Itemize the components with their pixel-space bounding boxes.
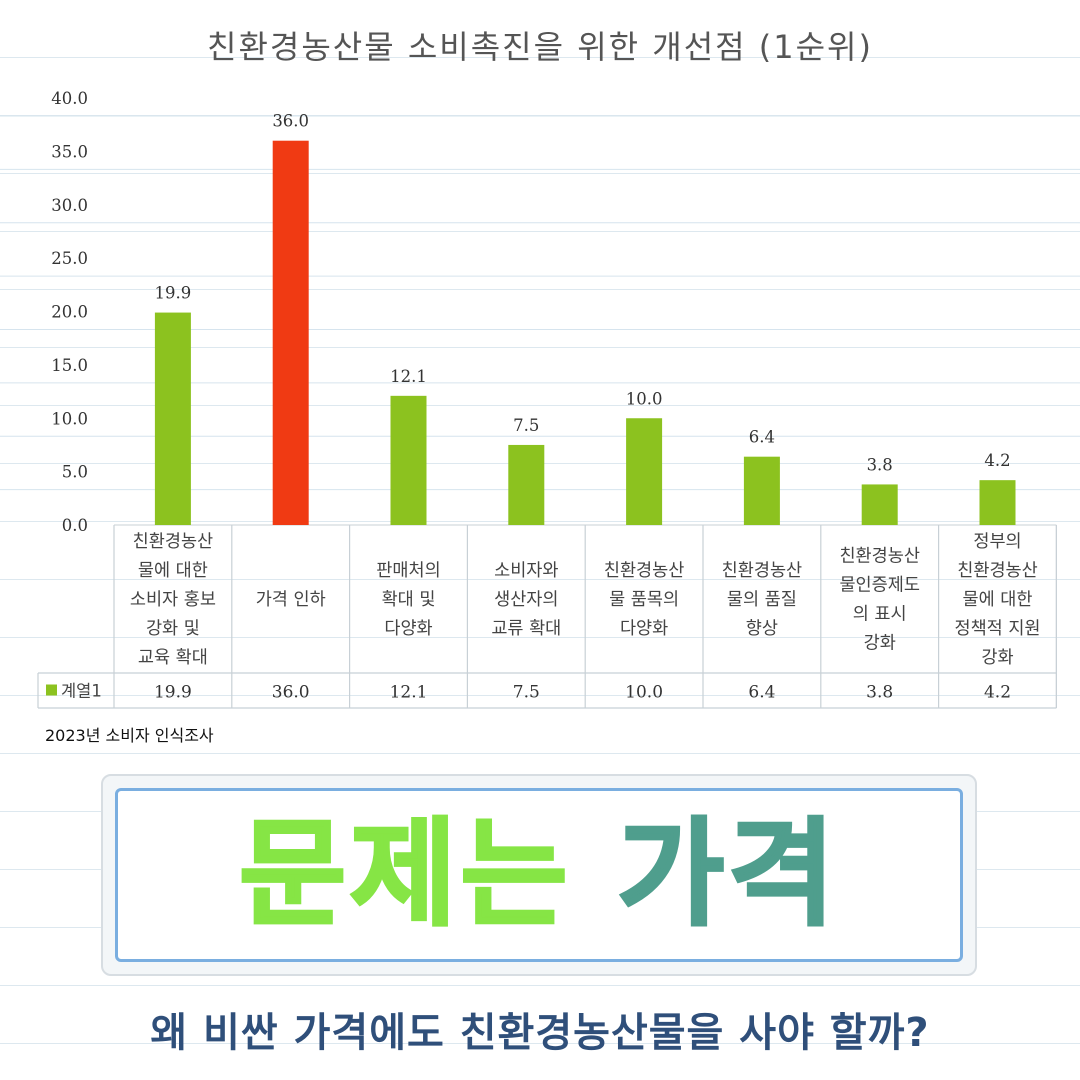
bar [154,312,191,525]
bar [979,480,1016,525]
category-label: 교육 확대 [138,648,208,668]
legend-key [46,684,57,696]
y-tick-label: 35.0 [51,142,88,161]
bar-value-label: 4.2 [984,451,1010,470]
category-label: 물인증제도 [839,576,920,596]
bar [272,140,309,525]
table-value: 3.8 [866,683,893,703]
category-label: 향상 [746,619,778,639]
table-value: 4.2 [984,683,1011,703]
category-label: 친환경농산 [133,532,214,552]
category-label: 강화 및 [146,619,200,639]
bar-value-label: 7.5 [513,416,539,435]
table-value: 19.9 [154,683,192,703]
headline-inner-frame: 문제는 가격 [115,788,963,962]
y-tick-label: 10.0 [51,409,88,428]
table-value: 10.0 [625,683,663,703]
category-label: 생산자의 [494,590,558,610]
bottom-question: 왜 비싼 가격에도 친환경농산물을 사야 할까? [150,1010,930,1056]
category-label: 친환경농산 [957,561,1038,581]
headline-word-problem: 문제는 [238,807,572,942]
legend-series-name: 계열1 [61,682,102,701]
category-label: 물에 대한 [138,561,208,581]
category-label: 물의 품질 [727,590,797,610]
headline-word-price: 가격 [616,807,839,942]
category-label: 소비자 홍보 [130,590,216,610]
y-tick-label: 15.0 [51,356,88,375]
category-label: 강화 [981,648,1013,668]
bar-value-label: 10.0 [626,389,663,408]
category-label: 정부의 [973,532,1021,552]
category-label: 소비자와 [494,561,558,581]
bar-value-label: 3.8 [867,455,893,474]
bar [743,456,780,525]
bar-value-label: 12.1 [390,367,427,386]
bar [508,444,545,525]
y-tick-label: 25.0 [51,249,88,268]
category-label: 가격 인하 [256,590,326,610]
table-value: 7.5 [513,683,540,703]
category-label: 다양화 [384,619,432,639]
bar [390,395,427,525]
category-label: 확대 및 [382,590,436,610]
chart-title: 친환경농산물 소비촉진을 위한 개선점 (1순위) [207,28,873,66]
category-label: 친환경농산 [604,561,685,581]
table-value: 36.0 [272,683,310,703]
bar-value-label: 19.9 [155,284,192,303]
category-label: 다양화 [620,619,668,639]
source-note: 2023년 소비자 인식조사 [45,726,214,745]
category-label: 물에 대한 [963,590,1033,610]
bar-value-label: 36.0 [272,112,309,131]
bar [861,484,898,525]
y-tick-label: 0.0 [62,516,88,535]
category-label: 물 품목의 [609,590,679,610]
y-tick-label: 5.0 [62,463,88,482]
table-value: 12.1 [390,683,428,703]
table-value: 6.4 [748,683,775,703]
category-label: 친환경농산 [839,547,920,567]
category-label: 정책적 지원 [954,619,1040,639]
y-tick-label: 30.0 [51,196,88,215]
y-tick-label: 40.0 [51,89,88,108]
bar [626,418,663,525]
category-label: 친환경농산 [722,561,803,581]
category-label: 교류 확대 [491,619,561,639]
bar-chart: 0.0 5.0 10.0 15.0 20.0 25.0 30.0 35.0 40.0 19.9 36… [0,89,1080,709]
headline-box: 문제는 가격 [101,774,977,976]
y-tick-label: 20.0 [51,303,88,322]
category-label: 의 표시 [853,605,907,625]
category-label: 판매처의 [376,561,440,581]
category-label: 강화 [864,634,896,654]
bar-value-label: 6.4 [749,428,775,447]
